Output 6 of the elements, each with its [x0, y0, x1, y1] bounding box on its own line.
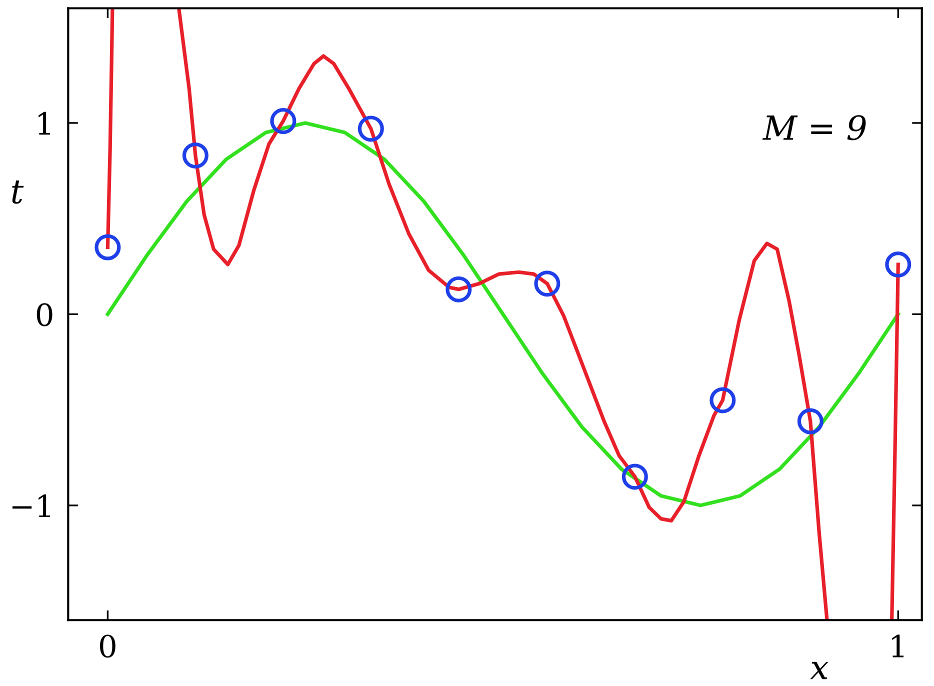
y-tick-label: 1	[38, 112, 50, 135]
x-axis-title: x	[810, 662, 828, 680]
y-tick-label: 0	[36, 303, 52, 326]
annotation: M = 9	[762, 115, 866, 140]
y-tick-label: −1	[12, 494, 50, 518]
y-axis-title: t	[12, 180, 24, 204]
